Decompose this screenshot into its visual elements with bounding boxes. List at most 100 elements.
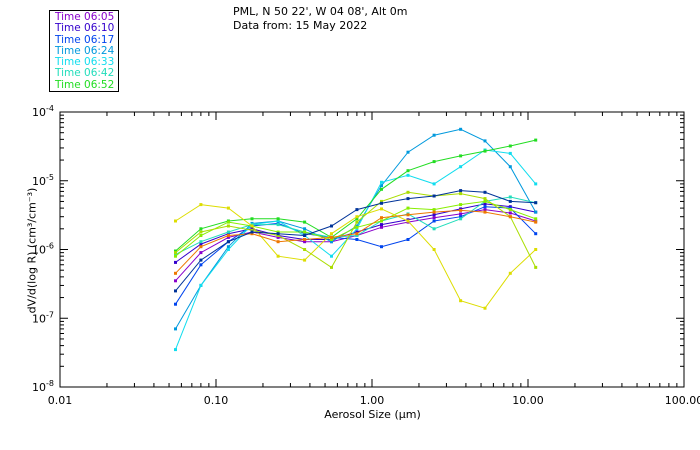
data-point [483, 205, 487, 209]
data-point [380, 245, 383, 249]
data-point [174, 271, 177, 275]
data-point [199, 283, 203, 287]
data-point [303, 240, 307, 244]
data-point [380, 207, 383, 211]
data-point [226, 232, 230, 236]
data-point [459, 212, 463, 216]
y-tick-label: 10-6 [32, 242, 54, 257]
data-point [380, 187, 383, 191]
data-point [174, 348, 177, 352]
data-point [432, 133, 436, 137]
data-point [276, 230, 280, 234]
data-point [330, 265, 333, 269]
data-point [355, 217, 359, 221]
data-point [380, 184, 383, 188]
data-point [432, 160, 436, 164]
data-point [534, 201, 538, 205]
data-point [355, 220, 359, 224]
data-point [226, 248, 230, 251]
data-point [380, 180, 383, 184]
data-point [406, 206, 410, 210]
data-point [355, 225, 359, 229]
data-point [330, 254, 333, 258]
data-point [380, 201, 383, 205]
legend-item: Time 06:33 [55, 56, 115, 69]
data-point [534, 248, 538, 251]
y-tick-label: 10-4 [32, 104, 54, 119]
data-point [432, 182, 436, 186]
data-point [508, 195, 512, 199]
data-point [250, 232, 254, 236]
data-point [303, 230, 307, 234]
data-point [432, 227, 436, 231]
data-point [508, 165, 512, 169]
data-point [174, 219, 177, 223]
data-point [276, 217, 280, 221]
data-point [380, 219, 383, 223]
data-point [330, 240, 333, 244]
data-point [483, 202, 487, 206]
data-point [303, 227, 307, 231]
legend-item: Time 06:17 [55, 33, 115, 46]
data-point [432, 219, 436, 223]
data-point [459, 154, 463, 158]
data-point [432, 216, 436, 220]
data-point [303, 232, 307, 236]
legend-item: Time 06:42 [55, 67, 115, 80]
data-point [406, 173, 410, 177]
data-point [534, 210, 538, 214]
data-point [226, 240, 230, 244]
data-point [483, 197, 487, 201]
data-point [406, 213, 410, 217]
data-point [380, 216, 383, 220]
data-point [406, 197, 410, 201]
data-point [459, 299, 463, 303]
data-point [226, 206, 230, 210]
data-point [534, 138, 538, 142]
y-tick-label: 10-5 [32, 173, 54, 188]
data-point [226, 230, 230, 234]
data-point [459, 217, 463, 221]
x-tick-label: 10.00 [512, 394, 544, 407]
x-axis-label: Aerosol Size (µm) [324, 408, 421, 421]
data-point [483, 149, 487, 153]
x-tick-label: 1.00 [360, 394, 385, 407]
data-point [199, 240, 203, 244]
y-tick-label: 10-8 [32, 379, 54, 394]
data-point [174, 249, 177, 253]
legend-box: Time 06:05 Time 06:10 Time 06:17 Time 06:24… [49, 10, 119, 92]
data-point [330, 235, 333, 239]
data-point [355, 215, 359, 219]
data-point [432, 210, 436, 214]
data-point [483, 306, 487, 310]
data-point [459, 208, 463, 212]
axis-ticks: 0.01 0.10 1.00 10.00 100.00 10-8 10-7 10-6 10-5 1… [32, 104, 700, 407]
data-point [174, 252, 177, 256]
legend-item: Time 06:24 [55, 44, 115, 57]
data-point [483, 208, 487, 212]
data-point [199, 234, 203, 237]
data-point [276, 254, 280, 258]
data-point [432, 213, 436, 217]
data-point [199, 251, 203, 255]
data-series [174, 127, 538, 352]
x-tick-label: 0.10 [204, 394, 229, 407]
data-point [174, 260, 177, 264]
data-point [406, 150, 410, 154]
y-tick-label: 10-7 [32, 310, 54, 325]
data-point [250, 230, 254, 234]
x-tick-label: 100.00 [665, 394, 700, 407]
x-tick-label: 0.01 [48, 394, 73, 407]
data-point [355, 230, 359, 234]
data-point [534, 220, 538, 224]
data-point [303, 258, 307, 262]
data-point [459, 203, 463, 207]
data-point [483, 190, 487, 194]
y-axis-label: dV/d(log R) (cm³/cm⁻³) [25, 187, 39, 314]
data-point [276, 232, 280, 236]
data-point [330, 232, 333, 236]
data-point [355, 234, 359, 237]
data-point [534, 217, 538, 221]
data-point [174, 302, 177, 306]
data-point [406, 238, 410, 241]
